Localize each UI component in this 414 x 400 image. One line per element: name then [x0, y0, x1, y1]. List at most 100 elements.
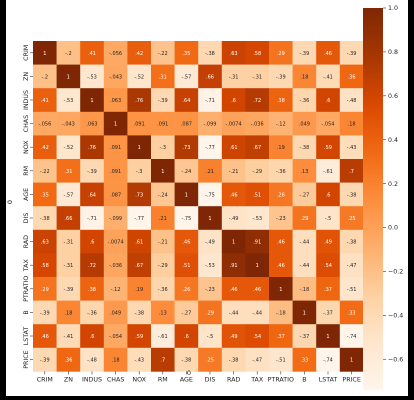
- cell-value-label: .7: [160, 358, 165, 364]
- x-tick-label: ZN: [64, 376, 73, 383]
- cell-value-label: .46: [277, 263, 285, 269]
- colorbar-tick-label: 0.6: [388, 93, 398, 100]
- cell-value-label: -.51: [276, 358, 286, 364]
- cell-value-label: -.31: [64, 240, 74, 246]
- heatmap-cell: [33, 229, 57, 254]
- cell-value-label: -.29: [158, 263, 168, 269]
- heatmap-cell: [198, 347, 223, 372]
- cell-value-label: .73: [182, 145, 190, 151]
- heatmap-cell: [33, 182, 57, 207]
- cell-value-label: .25: [348, 216, 356, 222]
- heatmap-cell: [33, 206, 57, 231]
- heatmap-cell: [221, 64, 246, 89]
- x-axis-label: 0: [187, 369, 191, 377]
- heatmap-cell: [127, 206, 152, 231]
- heatmap-cell: [56, 277, 81, 301]
- heatmap-cell: [245, 277, 270, 301]
- cell-value-label: -.22: [158, 51, 168, 57]
- heatmap-cell: [221, 253, 246, 278]
- x-tick-label: PTRATIO: [268, 376, 294, 383]
- heatmap-cell: [151, 159, 175, 183]
- colorbar-tick-label: −0.6: [388, 356, 403, 363]
- heatmap-cell: [80, 64, 105, 89]
- x-tick-label: AGE: [180, 376, 193, 383]
- cell-value-label: .58: [253, 51, 261, 57]
- cell-value-label: .29: [300, 216, 308, 222]
- heatmap-cell: [292, 300, 317, 325]
- heatmap-cell: [103, 159, 128, 183]
- cell-value-label: -.47: [347, 263, 357, 269]
- cell-value-label: .091: [110, 169, 121, 175]
- cell-value-label: -.39: [87, 169, 97, 175]
- cell-value-label: -.29: [252, 169, 262, 175]
- cell-value-label: .66: [64, 216, 72, 222]
- cell-value-label: -.5: [325, 216, 332, 222]
- cell-value-label: -.036: [251, 122, 264, 128]
- heatmap-cell: [127, 229, 152, 254]
- heatmap-cell: [103, 64, 128, 89]
- x-tick-labels: CRIM ZN INDUS CHAS NOX RM AGE DIS RAD TAX PTRATIO B…: [37, 371, 361, 383]
- cell-value-label: 1: [279, 287, 282, 293]
- heatmap-cell: [174, 182, 199, 207]
- cell-value-label: .049: [110, 310, 121, 316]
- heatmap-cell: [245, 88, 270, 113]
- heatmap-cell: [174, 88, 199, 113]
- cell-value-label: -.23: [205, 287, 215, 293]
- heatmap-cell: [339, 111, 364, 136]
- cell-value-label: .66: [206, 74, 214, 80]
- cell-value-label: -.43: [134, 358, 144, 364]
- heatmap-cell: [198, 88, 223, 113]
- heatmap-cell: [292, 229, 317, 254]
- cell-value-label: -.38: [347, 240, 357, 246]
- heatmap-cell: [174, 300, 199, 325]
- x-tick-label: CHAS: [107, 376, 124, 383]
- heatmap-cell: [221, 206, 246, 231]
- cell-value-label: -.71: [87, 216, 97, 222]
- cell-value-label: .18: [300, 74, 308, 80]
- cell-value-label: .46: [230, 287, 238, 293]
- cell-value-label: .46: [182, 240, 190, 246]
- heatmap-cell: [103, 229, 128, 254]
- cell-value-label: -.043: [109, 74, 122, 80]
- cell-value-label: -.57: [182, 74, 192, 80]
- heatmap-cell: [80, 206, 105, 231]
- heatmap-cell: [33, 347, 57, 372]
- heatmap-cell: [269, 135, 293, 160]
- heatmap-cell: [103, 111, 128, 136]
- colorbar-tick-label: 0.2: [388, 181, 398, 188]
- heatmap-cell: [127, 159, 152, 183]
- heatmap-cell: [221, 135, 246, 160]
- heatmap-cell: [316, 159, 341, 183]
- cell-value-label: -.38: [182, 358, 192, 364]
- heatmap-cell: [316, 229, 341, 254]
- heatmap-cell: [127, 111, 152, 136]
- heatmap-cell: [56, 229, 81, 254]
- heatmap-cell: [245, 135, 270, 160]
- cell-value-label: -.27: [300, 192, 310, 198]
- heatmap-cell: [80, 324, 105, 349]
- x-tick-label: PRICE: [342, 376, 360, 383]
- heatmap-cell: [103, 182, 128, 207]
- cell-value-label: .67: [253, 145, 261, 151]
- cell-value-label: -.75: [182, 216, 192, 222]
- heatmap-cell: [198, 300, 223, 325]
- heatmap-cell: [269, 159, 293, 183]
- cell-value-label: -.39: [276, 74, 286, 80]
- cell-value-label: 1: [232, 240, 235, 246]
- cell-value-label: -.38: [229, 358, 239, 364]
- cell-value-label: 1: [43, 51, 46, 57]
- cell-value-label: .42: [135, 51, 143, 57]
- x-tick-label: RAD: [227, 376, 240, 383]
- cell-value-label: .76: [135, 98, 143, 104]
- heatmap-cell: [339, 159, 364, 183]
- cell-value-label: -.39: [347, 51, 357, 57]
- heatmap-cell: [198, 182, 223, 207]
- heatmap-cell: [221, 324, 246, 349]
- cell-value-label: .26: [277, 192, 285, 198]
- heatmap-cell: [103, 347, 128, 372]
- heatmap-cell: [221, 111, 246, 136]
- colorbar-tick-label: 1.0: [388, 5, 398, 12]
- heatmap-cell: [56, 182, 81, 207]
- colorbar-tick-label: 0.4: [388, 137, 398, 144]
- heatmap-cell: [103, 88, 128, 113]
